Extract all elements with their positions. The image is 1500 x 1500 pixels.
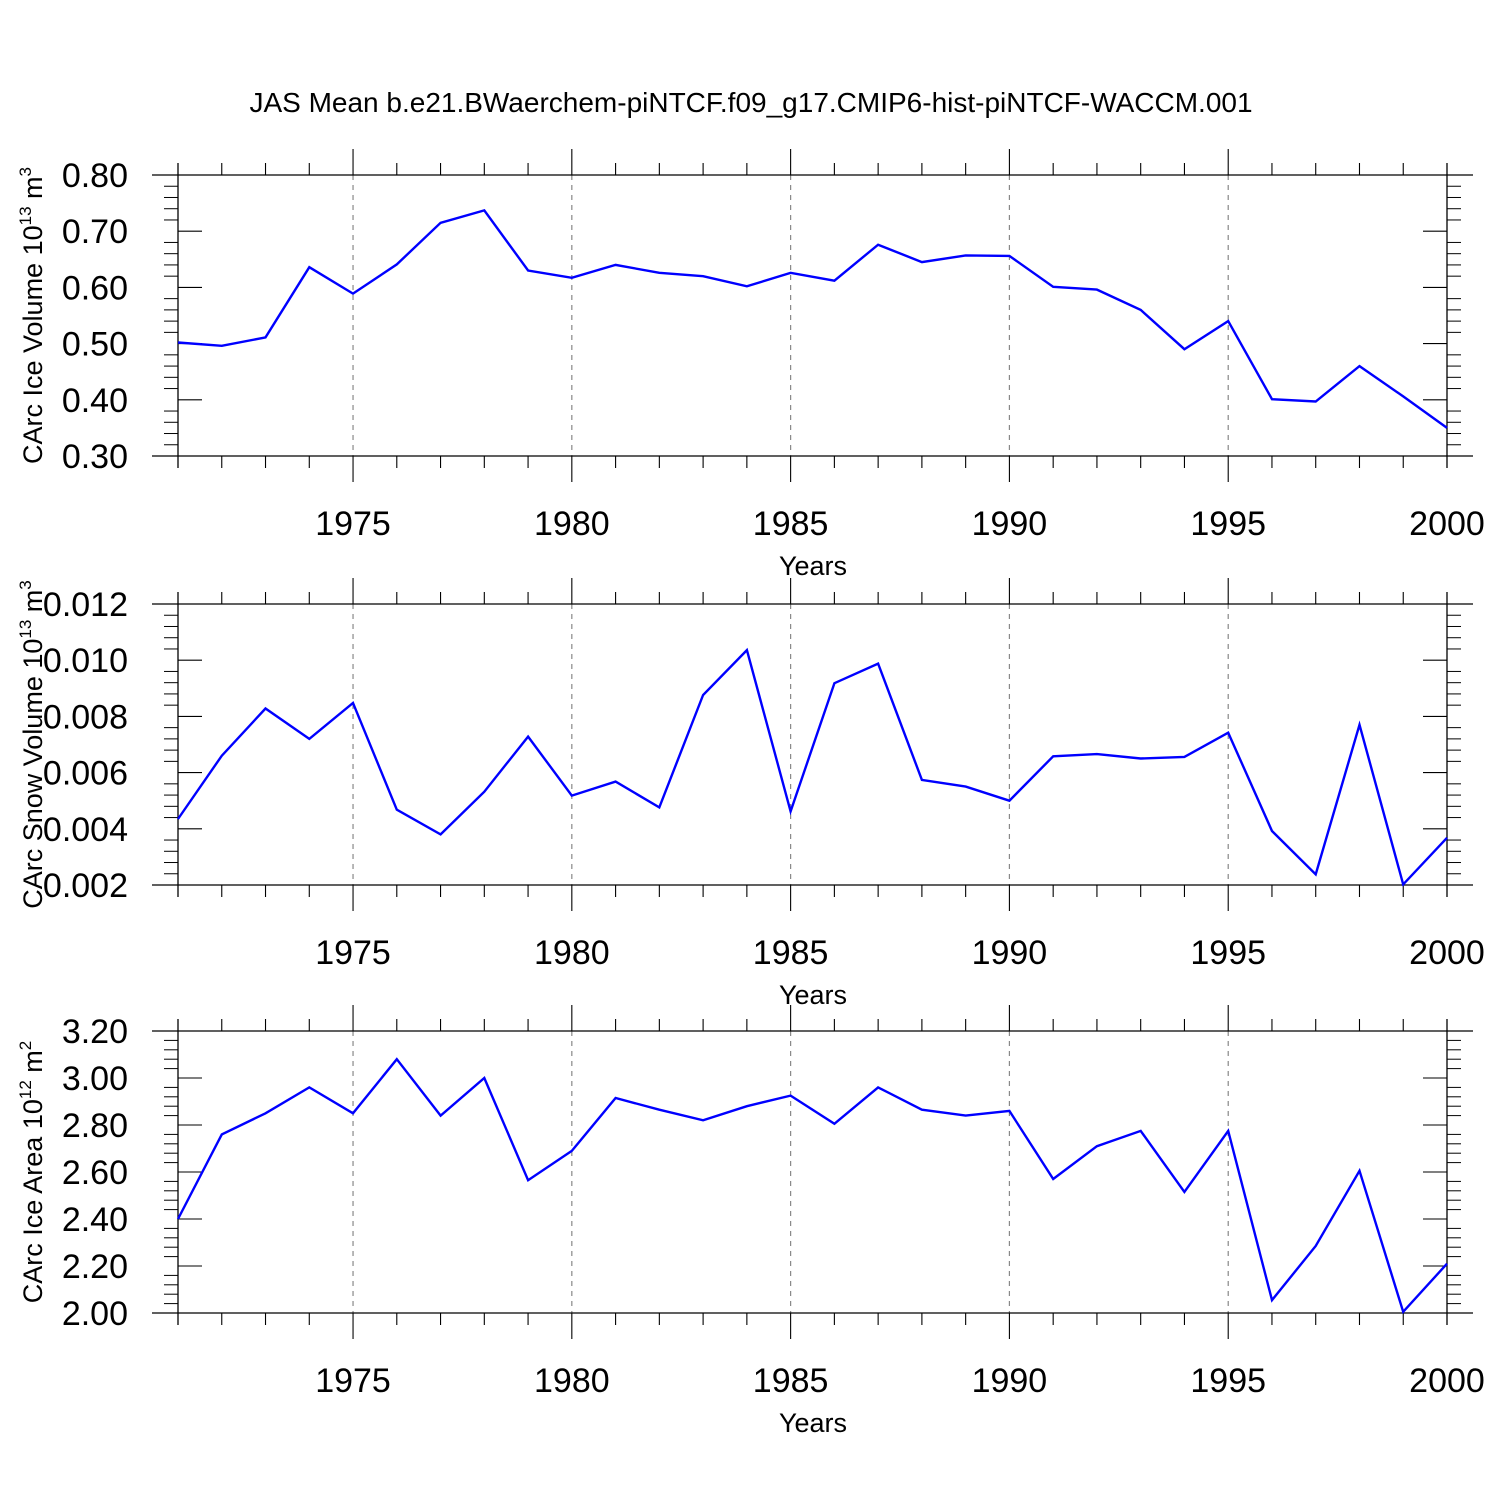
x-tick-label: 1990 (972, 505, 1048, 543)
y-tick-label: 0.30 (62, 438, 128, 476)
y-tick-label: 0.006 (43, 755, 128, 793)
x-tick-label: 1995 (1190, 505, 1266, 543)
x-tick-label: 1995 (1190, 934, 1266, 972)
x-tick-label: 1975 (315, 934, 391, 972)
y-axis-label: CArc Ice Area 1012 m2 (16, 1041, 48, 1304)
x-tick-label: 2000 (1409, 505, 1485, 543)
x-tick-label: 1980 (534, 505, 610, 543)
y-tick-label: 2.80 (62, 1107, 128, 1145)
x-tick-label: 1990 (972, 934, 1048, 972)
panels: 0.30 0.40 0.50 0.60 0.70 0.80 1975 1980 1985 1990… (16, 149, 1485, 1438)
x-tick-label: 1980 (534, 934, 610, 972)
x-tick-label: 1980 (534, 1362, 610, 1400)
series-line (176, 1057, 1448, 1315)
y-axis-label: CArc Ice Volume 1013 m3 (16, 167, 48, 464)
x-axis-label: Years (779, 980, 847, 1010)
panel-1: 0.30 0.40 0.50 0.60 0.70 0.80 1975 1980 1985 1990… (16, 149, 1485, 581)
x-tick-label: 1975 (315, 1362, 391, 1400)
series-line (177, 647, 1448, 887)
y-tick-label: 0.50 (62, 326, 128, 364)
series-line (177, 209, 1448, 429)
x-tick-label: 1985 (753, 1362, 829, 1400)
y-tick-label: 0.40 (62, 382, 128, 420)
x-axis-label: Years (779, 551, 847, 581)
x-tick-label: 1985 (753, 934, 829, 972)
y-tick-label: 0.012 (43, 586, 128, 624)
x-tick-label: 1990 (972, 1362, 1048, 1400)
panel-3: 2.00 2.20 2.40 2.60 2.80 3.00 3.20 1975 1980 1985… (16, 1005, 1485, 1438)
y-tick-label: 0.80 (62, 157, 128, 195)
x-axis-label: Years (779, 1408, 847, 1438)
y-tick-label: 2.20 (62, 1248, 128, 1286)
x-tick-label: 1995 (1190, 1362, 1266, 1400)
y-tick-label: 0.70 (62, 213, 128, 251)
figure-title: JAS Mean b.e21.BWaerchem-piNTCF.f09_g17.… (249, 87, 1252, 118)
y-tick-label: 2.00 (62, 1295, 128, 1333)
x-tick-label: 2000 (1409, 934, 1485, 972)
x-tick-label: 1985 (753, 505, 829, 543)
y-tick-label: 0.008 (43, 698, 128, 736)
panel-2: 0.002 0.004 0.006 0.008 0.010 0.012 1975 1980 19… (16, 578, 1485, 1010)
y-tick-label: 3.00 (62, 1060, 128, 1098)
y-axis-label: CArc Snow Volume 1013 m3 (16, 580, 48, 909)
y-tick-label: 0.010 (43, 642, 128, 680)
y-tick-label: 3.20 (62, 1013, 128, 1051)
y-tick-label: 2.60 (62, 1154, 128, 1192)
y-tick-label: 0.004 (43, 811, 128, 849)
y-tick-label: 0.002 (43, 867, 128, 905)
x-tick-label: 2000 (1409, 1362, 1485, 1400)
y-tick-label: 0.60 (62, 269, 128, 307)
x-tick-label: 1975 (315, 505, 391, 543)
y-tick-label: 2.40 (62, 1201, 128, 1239)
